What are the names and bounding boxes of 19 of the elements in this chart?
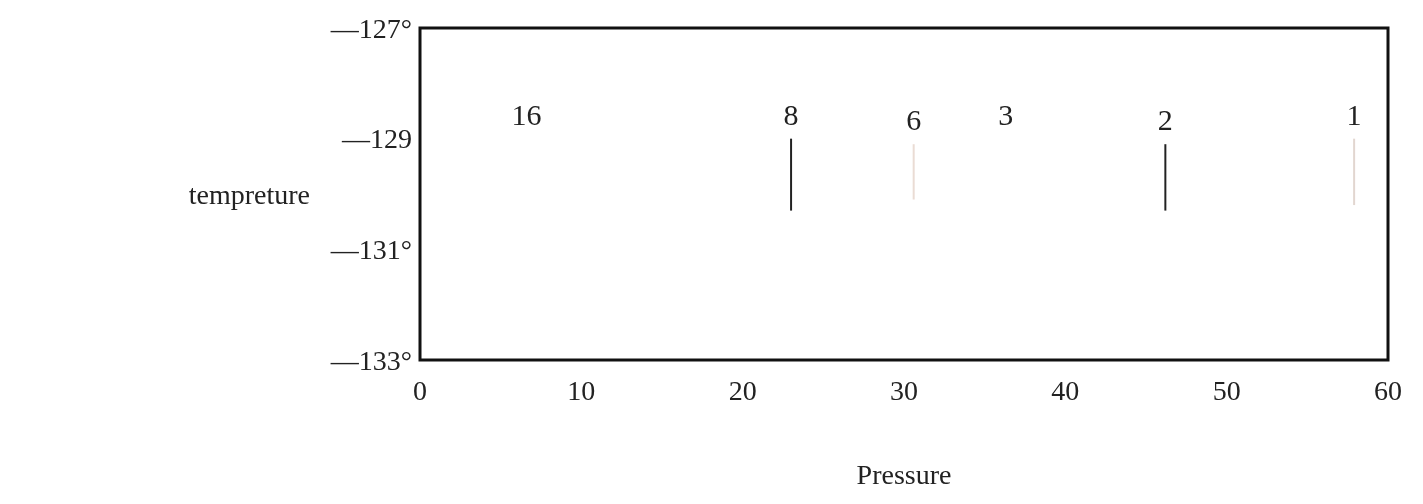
y-tick-label: —127°	[329, 12, 412, 44]
y-axis-title: tempreture	[188, 179, 310, 210]
x-tick-label: 40	[1051, 375, 1080, 406]
annotation: 6	[906, 103, 922, 137]
annotation: 1	[1346, 97, 1362, 131]
annotation: 3	[998, 97, 1014, 131]
x-tick-label: 60	[1374, 375, 1402, 406]
x-tick-label: 10	[567, 375, 596, 406]
y-tick-label: —129	[341, 123, 412, 155]
y-tick-label: —131°	[329, 234, 412, 266]
x-tick-label: 30	[890, 375, 918, 406]
x-axis-title: Pressure	[856, 459, 952, 490]
x-tick-label: 0	[413, 375, 427, 406]
annotation: 2	[1157, 103, 1173, 137]
annotation: 8	[783, 97, 799, 131]
y-tick-label: —133°	[329, 344, 412, 376]
annotation: 16	[511, 97, 542, 131]
x-tick-label: 50	[1212, 375, 1241, 406]
x-tick-label: 20	[728, 375, 757, 406]
